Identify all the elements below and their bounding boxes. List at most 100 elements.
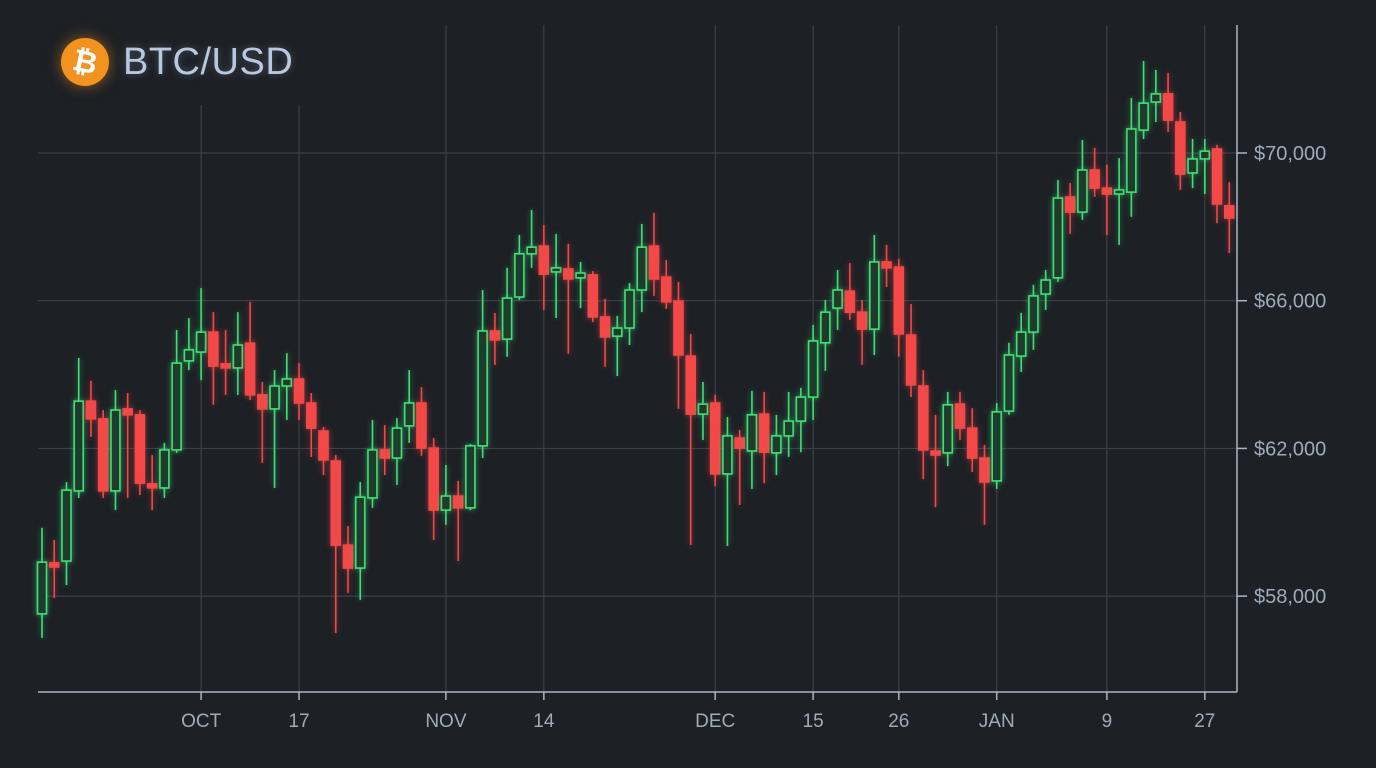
candle-up [110, 390, 121, 511]
candle-body [232, 344, 244, 369]
candle-up [783, 391, 794, 457]
candle-up [281, 353, 293, 420]
candle-down [48, 540, 60, 598]
candle-body [795, 396, 807, 422]
candle-down [685, 333, 697, 546]
candle-body [660, 276, 672, 303]
candle-up [1015, 312, 1027, 372]
candle-down [648, 212, 660, 296]
x-tick-label: 27 [1194, 711, 1215, 732]
candle-down [893, 258, 905, 357]
candle-down [342, 525, 354, 593]
candle-body [48, 562, 60, 568]
candle-body [942, 404, 954, 454]
candle-up [440, 465, 452, 525]
candle-up [1187, 138, 1198, 189]
candle-body [575, 272, 586, 279]
candle-up [575, 261, 586, 309]
candle-up [820, 299, 831, 371]
candle-up [1052, 179, 1064, 282]
candle-up [36, 527, 48, 638]
candle-down [1223, 182, 1235, 254]
candle-body [881, 261, 892, 269]
candle-body [257, 394, 268, 410]
candle-body [514, 253, 525, 298]
candle-down [416, 387, 427, 456]
candle-down [244, 301, 256, 401]
candle-up [869, 234, 880, 355]
candle-up [722, 417, 733, 546]
y-tick-label: $66,000 [1254, 291, 1326, 313]
x-tick-label: JAN [979, 711, 1015, 732]
candle-body [966, 427, 978, 459]
candle-body [73, 400, 85, 492]
candle-down [1175, 112, 1186, 190]
candle-body [1211, 148, 1223, 205]
candle-body [1040, 279, 1051, 295]
candle-body [354, 496, 366, 569]
candle-body [869, 261, 880, 330]
candle-down [856, 299, 868, 365]
candle-down [844, 263, 856, 320]
candle-up [159, 442, 170, 498]
candle-body [979, 457, 990, 483]
candle-down [318, 427, 329, 476]
candle-body [330, 460, 342, 546]
candle-up [1199, 138, 1211, 194]
candle-up [61, 482, 72, 586]
candle-body [673, 300, 684, 356]
candle-body [403, 402, 415, 427]
candle-body [195, 331, 207, 353]
candle-down [97, 410, 109, 498]
candle-body [85, 400, 97, 420]
candle-body [1199, 150, 1211, 160]
candle-body [538, 245, 550, 275]
candle-body [452, 495, 464, 509]
candle-up [477, 290, 488, 459]
candle-down [1162, 72, 1174, 132]
x-tick-label: NOV [425, 711, 467, 732]
candle-up [771, 414, 782, 476]
candle-down [220, 329, 231, 395]
y-tick-label: $58,000 [1254, 586, 1326, 608]
candle-down [1064, 182, 1076, 234]
candle-down [1101, 164, 1113, 235]
candle-up [1077, 140, 1088, 220]
candle-up [354, 482, 366, 600]
candle-body [1101, 187, 1113, 195]
candle-up [501, 267, 513, 357]
candle-body [134, 414, 146, 484]
candle-body [599, 316, 611, 338]
candle-down [966, 408, 978, 473]
candle-body [758, 413, 770, 453]
candle-body [820, 311, 831, 344]
candle-body [685, 355, 697, 415]
candle-body [97, 418, 109, 492]
candle-body [954, 403, 966, 429]
candle-body [709, 402, 721, 475]
candle-up [795, 387, 807, 453]
candle-up [942, 391, 954, 467]
candle-up [171, 329, 182, 453]
candles [36, 61, 1235, 638]
candle-body [342, 544, 354, 569]
candle-up [1028, 284, 1039, 350]
candle-body [1162, 93, 1174, 121]
candle-up [636, 223, 648, 313]
axes [38, 25, 1247, 700]
candle-up [807, 325, 819, 420]
candle-down [1089, 147, 1100, 197]
candle-body [856, 311, 868, 330]
candle-body [1187, 158, 1198, 174]
candle-down [709, 394, 721, 487]
candle-body [1126, 128, 1137, 193]
candle-body [281, 378, 293, 387]
candle-up [391, 418, 403, 485]
candle-up [367, 419, 378, 508]
candle-body [1138, 102, 1149, 131]
candle-body [697, 403, 709, 415]
candle-up [403, 370, 415, 443]
candle-body [1052, 197, 1064, 279]
candle-body [367, 449, 378, 499]
